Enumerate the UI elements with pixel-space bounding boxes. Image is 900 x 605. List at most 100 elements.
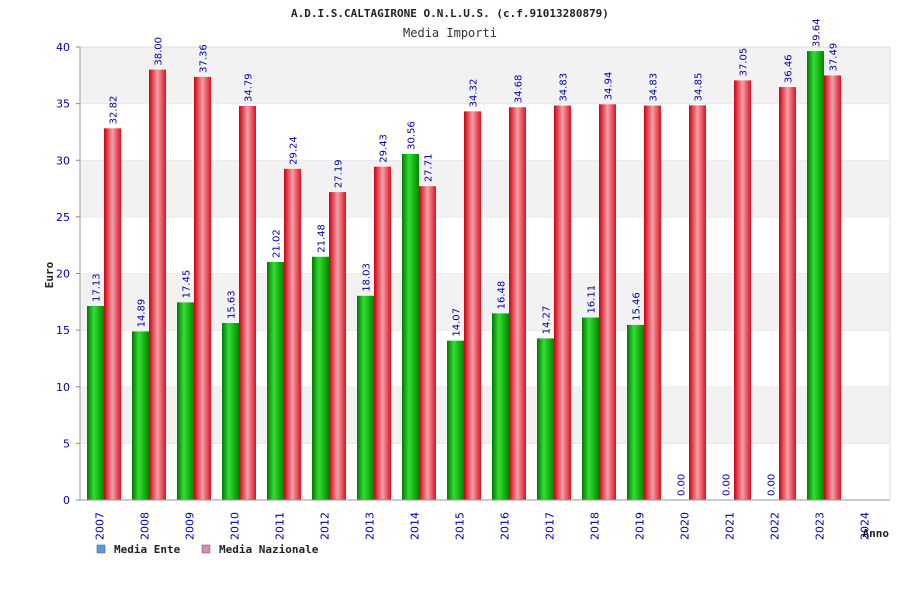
bar-media-nazionale	[104, 128, 121, 500]
data-label: 15.46	[632, 292, 643, 321]
bar-media-nazionale	[599, 104, 616, 500]
bar-media-nazionale	[824, 75, 841, 500]
data-label: 0.00	[767, 474, 778, 496]
bar-media-ente	[222, 322, 239, 500]
data-label: 34.68	[514, 75, 525, 104]
data-label: 27.19	[334, 159, 345, 188]
data-label: 34.94	[604, 72, 615, 101]
bar-media-nazionale	[509, 107, 526, 501]
bar-media-ente	[87, 306, 104, 500]
grid-band	[80, 103, 890, 161]
bar-media-nazionale	[734, 80, 751, 500]
bar-media-nazionale	[779, 87, 796, 500]
y-tick-label: 5	[63, 437, 70, 450]
y-tick-label: 10	[56, 381, 70, 394]
bar-media-ente	[312, 256, 329, 500]
bar-media-nazionale	[689, 105, 706, 500]
data-label: 29.43	[379, 134, 390, 163]
bar-media-nazionale	[329, 192, 346, 501]
bar-media-ente	[582, 317, 599, 500]
y-tick-label: 35	[56, 98, 70, 111]
bar-media-ente	[492, 313, 509, 500]
y-tick-label: 25	[56, 211, 70, 224]
y-tick-label: 20	[56, 268, 70, 281]
legend-swatch	[96, 544, 106, 554]
bar-media-ente	[627, 324, 644, 500]
data-label: 39.64	[812, 18, 823, 47]
bar-media-nazionale	[284, 168, 301, 500]
legend-label: Media Ente	[114, 543, 181, 556]
x-tick-label: 2022	[769, 512, 782, 540]
bar-media-ente	[447, 340, 464, 500]
legend-label: Media Nazionale	[219, 543, 319, 556]
data-label: 16.48	[497, 281, 508, 310]
data-label: 27.71	[424, 154, 435, 183]
chart-title: A.D.I.S.CALTAGIRONE O.N.L.U.S. (c.f.9101…	[291, 7, 609, 20]
bar-media-nazionale	[419, 186, 436, 500]
data-label: 0.00	[677, 474, 688, 496]
data-label: 37.49	[829, 43, 840, 72]
data-label: 34.83	[559, 73, 570, 102]
bar-media-ente	[402, 153, 419, 500]
grid-band	[80, 443, 890, 500]
data-label: 21.02	[272, 229, 283, 258]
data-label: 30.56	[407, 121, 418, 150]
y-axis-label: Euro	[43, 261, 56, 288]
x-tick-label: 2015	[454, 512, 467, 540]
bar-media-ente	[537, 338, 554, 500]
grid-band	[80, 330, 890, 387]
data-label: 16.11	[587, 285, 598, 314]
bar-media-nazionale	[464, 111, 481, 501]
data-labels: 17.13 14.89 17.45 15.63 21.02 21.48 18.03 30.56…	[92, 18, 840, 496]
x-tick-label: 2009	[184, 512, 197, 540]
grid-band	[80, 216, 890, 274]
data-label: 38.00	[154, 37, 165, 66]
grid-band	[80, 47, 890, 104]
x-tick-label: 2011	[274, 512, 287, 540]
y-tick-label: 0	[63, 494, 70, 507]
legend: Media Ente Media Nazionale	[96, 543, 319, 556]
x-tick-label: 2017	[544, 512, 557, 540]
bar-media-nazionale	[239, 106, 256, 501]
data-label: 14.07	[452, 308, 463, 337]
data-label: 17.13	[92, 273, 103, 302]
x-tick-label: 2023	[814, 512, 827, 540]
y-tick-label: 15	[56, 324, 70, 337]
legend-swatch	[201, 544, 211, 554]
data-label: 14.27	[542, 306, 553, 335]
data-label: 17.45	[182, 270, 193, 299]
axes	[79, 47, 891, 501]
data-label: 29.24	[289, 136, 300, 165]
x-tick-label: 2019	[634, 512, 647, 540]
grid-bands	[80, 46, 890, 500]
x-tick-label: 2012	[319, 512, 332, 540]
y-tick-label: 30	[56, 154, 70, 167]
bars	[87, 51, 841, 501]
x-tick-label: 2018	[589, 512, 602, 540]
data-label: 36.46	[784, 54, 795, 83]
x-tick-label: 2016	[499, 512, 512, 540]
grid-band	[80, 273, 890, 331]
bar-media-ente	[267, 261, 284, 500]
data-label: 34.83	[649, 73, 660, 102]
grid-band	[80, 160, 890, 217]
data-label: 34.32	[469, 79, 480, 108]
data-label: 18.03	[362, 263, 373, 292]
data-label: 37.05	[739, 48, 750, 77]
data-label: 15.63	[227, 290, 238, 319]
bar-media-nazionale	[554, 105, 571, 501]
data-label: 0.00	[722, 474, 733, 496]
y-axis-ticks: 0 5 10 15 20 25 30 35 40	[56, 41, 80, 507]
x-tick-label: 2024	[859, 512, 872, 540]
x-tick-label: 2007	[94, 512, 107, 540]
x-tick-label: 2021	[724, 512, 737, 540]
x-axis-ticks: 2007 2008 2009 2010 2011 2012 2013 2014 2015 2016…	[94, 512, 872, 540]
data-label: 14.89	[137, 299, 148, 328]
bar-media-ente	[177, 302, 194, 500]
bar-media-nazionale	[149, 69, 166, 501]
x-tick-label: 2014	[409, 512, 422, 540]
data-label: 21.48	[317, 224, 328, 253]
bar-media-nazionale	[644, 105, 661, 501]
